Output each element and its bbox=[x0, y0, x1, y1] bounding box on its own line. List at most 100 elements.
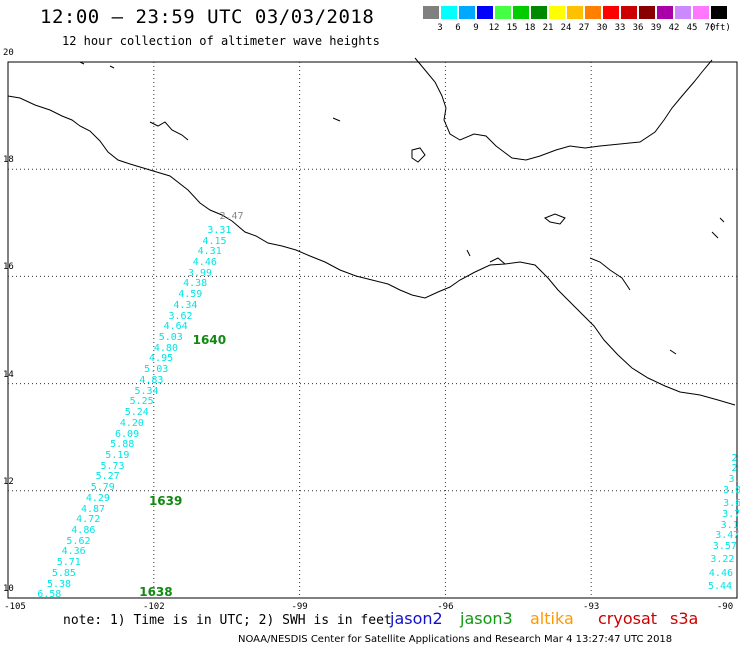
swh-value: 3.7 bbox=[722, 508, 740, 520]
legend-label: 12 bbox=[488, 23, 500, 33]
legend-swatch bbox=[441, 6, 457, 19]
satellite-name: jason3 bbox=[460, 609, 513, 628]
legend-swatch bbox=[531, 6, 547, 19]
legend-swatch bbox=[657, 6, 673, 19]
legend-label: 30 bbox=[596, 23, 608, 33]
lon-label: -96 bbox=[437, 602, 454, 612]
swh-value: 4.83 bbox=[139, 374, 164, 386]
lat-label: 12 bbox=[3, 476, 14, 487]
lon-label: -102 bbox=[142, 602, 165, 612]
swh-value: 4.36 bbox=[61, 546, 86, 558]
swh-value: 5.24 bbox=[124, 407, 149, 419]
swh-value: 5.19 bbox=[105, 449, 130, 461]
legend-label: 3 bbox=[437, 23, 443, 33]
satellite-name: altika bbox=[530, 609, 574, 628]
swh-value: 4.46 bbox=[192, 257, 217, 268]
swh-value: 4.15 bbox=[202, 235, 227, 247]
map-frame bbox=[7, 61, 738, 599]
legend-swatch bbox=[459, 6, 475, 19]
legend-swatch bbox=[585, 6, 601, 19]
legend-unit: (ft) bbox=[709, 23, 731, 33]
legend-label: 9 bbox=[473, 23, 479, 33]
legend-label: 27 bbox=[578, 23, 590, 33]
swh-value: 4.31 bbox=[197, 246, 222, 258]
footnote: note: 1) Time is in UTC; 2) SWH is in fe… bbox=[63, 613, 392, 628]
gulf-coast bbox=[414, 57, 713, 161]
swh-value: 5.85 bbox=[51, 567, 76, 579]
swh-value: 2.47 bbox=[219, 211, 244, 223]
swh-value: 4.87 bbox=[81, 503, 106, 515]
lat-lon-grid bbox=[7, 61, 738, 599]
swh-value: 4.20 bbox=[119, 417, 144, 429]
coastline bbox=[7, 57, 736, 406]
legend-swatch bbox=[495, 6, 511, 19]
swh-value: 2 bbox=[731, 452, 738, 464]
swh-value: 5.25 bbox=[129, 396, 154, 408]
legend-swatch bbox=[567, 6, 583, 19]
legend-label: 45 bbox=[686, 23, 698, 33]
credit-footer: NOAA/NESDIS Center for Satellite Applica… bbox=[238, 634, 673, 645]
swh-value: 5.34 bbox=[134, 385, 159, 397]
swh-value: 5.27 bbox=[95, 471, 120, 483]
swh-value: 4.34 bbox=[173, 299, 198, 311]
swh-value: 3.6 bbox=[723, 498, 740, 510]
legend-swatch bbox=[423, 6, 439, 19]
lat-label: 18 bbox=[3, 155, 14, 166]
lat-label: 14 bbox=[3, 369, 14, 380]
legend-swatch bbox=[621, 6, 637, 19]
swh-value: 4.38 bbox=[183, 278, 208, 290]
swh-value: 6.09 bbox=[115, 428, 140, 440]
swh-value: 2 bbox=[731, 463, 738, 475]
lon-label: -99 bbox=[291, 602, 308, 612]
swh-value: 4.29 bbox=[85, 492, 110, 504]
legend-label: 39 bbox=[650, 23, 662, 33]
legend-swatch bbox=[603, 6, 619, 19]
map-subtitle: 12 hour collection of altimeter wave hei… bbox=[62, 34, 380, 48]
legend-label: 15 bbox=[506, 23, 518, 33]
satellite-name: jason2 bbox=[390, 609, 443, 628]
lon-label: -105 bbox=[4, 602, 26, 612]
legend-swatch bbox=[549, 6, 565, 19]
legend-label: 6 bbox=[455, 23, 461, 33]
lat-label: 16 bbox=[3, 262, 14, 273]
legend-swatch bbox=[711, 6, 727, 19]
legend-label: 21 bbox=[542, 23, 554, 33]
swh-value: 3.31 bbox=[207, 224, 232, 236]
swh-value: 4.86 bbox=[71, 525, 96, 536]
pass-number: 1639 bbox=[148, 493, 183, 508]
swh-value: 4.72 bbox=[76, 514, 101, 526]
satellite-name: s3a bbox=[670, 609, 699, 628]
swh-value: 4.46 bbox=[708, 567, 733, 579]
map-title: 12:00 – 23:59 UTC 03/03/2018 bbox=[40, 6, 375, 28]
swh-value: 5.79 bbox=[90, 482, 115, 494]
legend-label: 24 bbox=[560, 23, 572, 33]
legend-label: 33 bbox=[614, 23, 626, 33]
swh-value: 3. bbox=[728, 474, 740, 486]
legend-swatch bbox=[693, 6, 709, 19]
swh-value: 6.58 bbox=[37, 589, 62, 601]
swh-value: 5.88 bbox=[110, 439, 135, 451]
satellite-name: cryosat bbox=[598, 609, 658, 628]
swh-value: 5.73 bbox=[100, 460, 125, 472]
swh-value: 5.38 bbox=[46, 578, 72, 590]
swh-value: 3.0 bbox=[723, 484, 740, 496]
swh-value: 3.62 bbox=[168, 310, 193, 322]
swh-value: 4.80 bbox=[153, 342, 178, 354]
swh-value: 4.95 bbox=[149, 353, 174, 365]
swh-value: 4.64 bbox=[163, 321, 188, 333]
mexico-pacific-coast bbox=[7, 95, 736, 406]
legend-swatch bbox=[513, 6, 529, 19]
swh-value: 3.1 bbox=[720, 519, 739, 531]
lat-label: 20 bbox=[3, 48, 14, 58]
swh-value: 3.99 bbox=[187, 267, 213, 279]
swh-value: 4.59 bbox=[178, 289, 203, 301]
swh-value: 3.22 bbox=[710, 554, 735, 566]
lon-label: -93 bbox=[583, 602, 600, 612]
pass-number: 1640 bbox=[192, 332, 227, 347]
lat-label: 10 bbox=[3, 584, 14, 594]
pass-number: 1638 bbox=[139, 584, 173, 599]
legend-swatch bbox=[477, 6, 493, 19]
swh-value: 3.57 bbox=[712, 541, 737, 553]
swh-value: 5.03 bbox=[158, 332, 183, 344]
